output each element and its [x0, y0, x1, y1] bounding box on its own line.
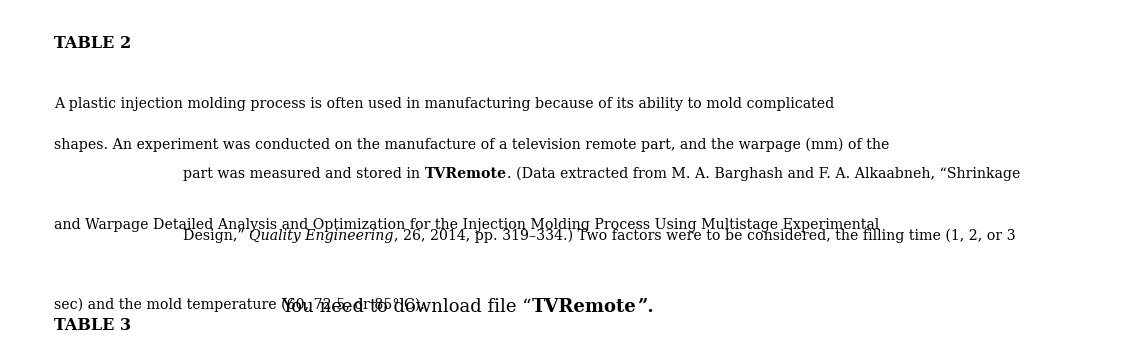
Text: and Warpage Detailed Analysis and Optimization for the Injection Molding Process: and Warpage Detailed Analysis and Optimi… [54, 218, 879, 231]
Text: Design,”: Design,” [183, 229, 250, 243]
Text: shapes. An experiment was conducted on the manufacture of a television remote pa: shapes. An experiment was conducted on t… [54, 137, 889, 152]
Text: You need to download file “: You need to download file “ [281, 299, 532, 316]
Text: A plastic injection molding process is often used in manufacturing because of it: A plastic injection molding process is o… [54, 97, 834, 111]
Text: TABLE 2: TABLE 2 [54, 35, 131, 52]
Text: ”.: ”. [636, 299, 653, 316]
Text: . (Data extracted from M. A. Barghash and F. A. Alkaabneh, “Shrinkage: . (Data extracted from M. A. Barghash an… [506, 167, 1020, 181]
Text: , 26, 2014, pp. 319–334.) Two factors were to be considered, the filling time (1: , 26, 2014, pp. 319–334.) Two factors we… [393, 229, 1016, 243]
Text: TVRemote: TVRemote [532, 299, 636, 316]
Text: part was measured and stored in: part was measured and stored in [183, 167, 425, 181]
Text: sec) and the mold temperature (60, 72.5, or 85° C).: sec) and the mold temperature (60, 72.5,… [54, 298, 425, 312]
Text: Quality Engineering: Quality Engineering [250, 229, 393, 243]
Text: TVRemote: TVRemote [425, 167, 506, 181]
Text: TABLE 3: TABLE 3 [54, 317, 131, 334]
